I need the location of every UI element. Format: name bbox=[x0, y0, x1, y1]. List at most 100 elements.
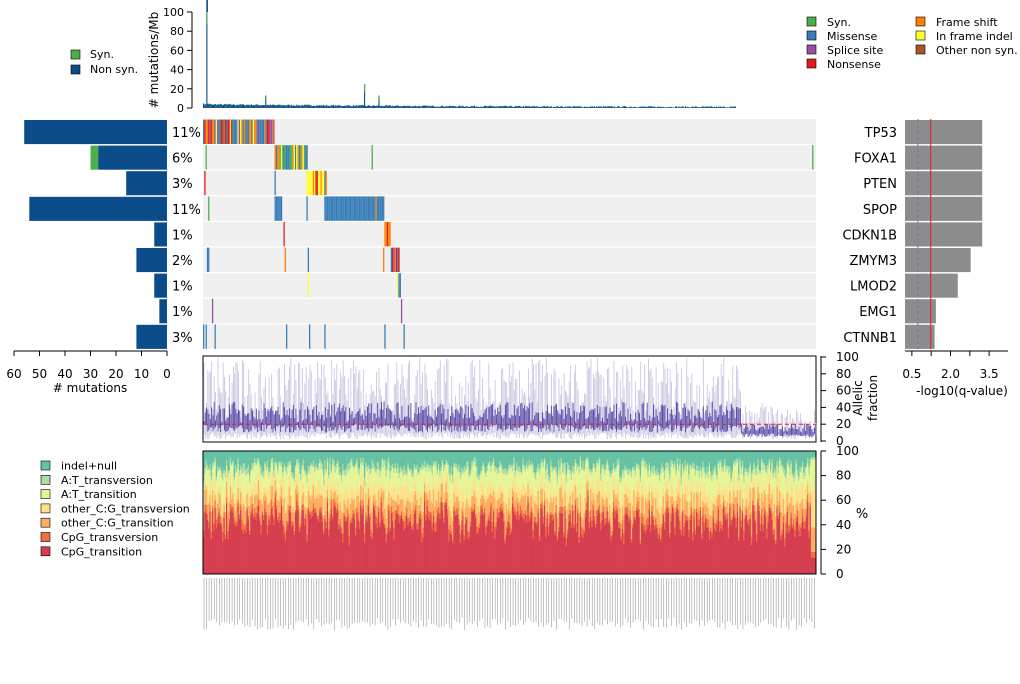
mutation-cell bbox=[227, 119, 229, 144]
mutation-cell bbox=[280, 145, 283, 170]
spectrum-segment bbox=[568, 451, 570, 466]
mutation-rate-bar bbox=[379, 106, 381, 108]
spectrum-segment bbox=[561, 498, 564, 507]
mutation-rate-bar bbox=[306, 104, 308, 108]
spectrum-segment bbox=[528, 451, 531, 461]
spectrum-segment bbox=[236, 451, 238, 469]
spectrum-segment bbox=[420, 518, 422, 574]
spectrum-segment bbox=[358, 475, 361, 490]
spectrum-segment bbox=[352, 509, 354, 515]
spectrum-segment bbox=[427, 499, 430, 511]
mutation-rate-bar bbox=[493, 106, 496, 108]
spectrum-segment bbox=[268, 503, 270, 515]
spectrum-segment bbox=[588, 528, 591, 574]
mutation-rate-bar bbox=[659, 106, 661, 108]
qvalue-bar-cdkn1b bbox=[905, 222, 983, 247]
spectrum-segment bbox=[574, 451, 577, 460]
spectrum-segment bbox=[529, 497, 532, 512]
spectrum-segment bbox=[333, 487, 335, 493]
spectrum-segment bbox=[639, 543, 642, 574]
spectrum-segment bbox=[641, 466, 643, 486]
spectrum-segment bbox=[532, 491, 535, 513]
spectrum-segment bbox=[572, 472, 574, 484]
spectrum-segment bbox=[615, 510, 618, 574]
spectrum-segment bbox=[375, 499, 377, 516]
mutation-cell bbox=[403, 324, 405, 349]
spectrum-segment bbox=[228, 469, 231, 474]
spectrum-segment bbox=[692, 532, 694, 541]
spectrum-segment bbox=[208, 491, 210, 504]
spectrum-segment bbox=[634, 469, 637, 476]
spectrum-segment bbox=[657, 490, 660, 512]
mutation-cell bbox=[211, 119, 214, 144]
spectrum-segment bbox=[537, 470, 540, 486]
spectrum-segment bbox=[377, 511, 380, 574]
spectrum-segment bbox=[286, 451, 288, 467]
spectrum-segment bbox=[661, 451, 664, 463]
spectrum-segment bbox=[289, 512, 292, 574]
mutation-cell bbox=[398, 247, 400, 272]
spectrum-segment bbox=[325, 521, 328, 528]
spectrum-segment bbox=[495, 469, 498, 493]
gene-count-bar-lmod2 bbox=[154, 273, 167, 298]
spectrum-segment bbox=[408, 493, 411, 502]
spectrum-segment bbox=[606, 497, 609, 508]
spectrum-segment bbox=[606, 482, 609, 498]
spectrum-segment bbox=[450, 493, 453, 518]
spectrum-segment bbox=[597, 465, 600, 481]
spectrum-segment bbox=[353, 466, 356, 470]
spectrum-segment bbox=[666, 468, 669, 480]
spectrum-segment bbox=[695, 470, 698, 484]
spectrum-segment bbox=[366, 521, 369, 574]
legend-in-frame-indel-label: In frame indel bbox=[936, 30, 1013, 43]
mutation-rate-bar bbox=[278, 104, 280, 108]
spectrum-segment bbox=[533, 451, 536, 473]
spectrum-segment bbox=[238, 489, 241, 504]
spectrum-segment bbox=[427, 517, 430, 574]
mutation-rate-bar bbox=[566, 107, 568, 108]
mutation-cell bbox=[289, 145, 292, 170]
spectrum-segment bbox=[522, 451, 524, 460]
spectrum-segment bbox=[689, 464, 692, 467]
spectrum-segment bbox=[642, 460, 644, 480]
spectrum-segment bbox=[538, 501, 541, 518]
spectrum-segment bbox=[681, 512, 684, 574]
spectrum-segment bbox=[681, 509, 684, 513]
spectrum-segment bbox=[342, 512, 344, 534]
spectrum-segment bbox=[372, 468, 375, 486]
mutation-rate-bar bbox=[503, 105, 506, 108]
spectrum-segment bbox=[505, 534, 508, 574]
spectrum-segment bbox=[335, 468, 338, 489]
spectrum-segment bbox=[467, 496, 469, 505]
spectrum-segment bbox=[508, 451, 510, 466]
spectrum-segment bbox=[413, 513, 416, 574]
mutation-rate-bar bbox=[610, 106, 612, 108]
spectrum-segment bbox=[692, 451, 694, 463]
spectrum-segment bbox=[365, 462, 367, 468]
spectrum-segment bbox=[520, 495, 523, 510]
mutation-rate-bar bbox=[698, 106, 700, 108]
spectrum-segment bbox=[358, 502, 361, 522]
spectrum-segment bbox=[546, 498, 549, 512]
spectrum-segment bbox=[648, 451, 651, 463]
spectrum-segment bbox=[374, 505, 376, 511]
spectrum-segment bbox=[437, 479, 440, 491]
spectrum-segment bbox=[367, 475, 370, 489]
spectrum-segment bbox=[464, 523, 467, 574]
spectrum-segment bbox=[431, 522, 434, 531]
spectrum-segment bbox=[635, 451, 638, 464]
mutation-rate-bar bbox=[447, 106, 449, 108]
spectrum-segment bbox=[651, 487, 653, 492]
spectrum-segment bbox=[234, 498, 237, 510]
spectrum-segment bbox=[206, 504, 209, 514]
spectrum-segment bbox=[238, 514, 241, 519]
mutation-rate-bar bbox=[614, 107, 617, 108]
spectrum-segment bbox=[294, 509, 297, 513]
mutation-rate-bar bbox=[485, 105, 487, 108]
spectrum-segment bbox=[300, 523, 302, 528]
spectrum-segment bbox=[651, 472, 653, 488]
spectrum-segment bbox=[319, 459, 321, 463]
mutation-rate-bar bbox=[621, 107, 623, 108]
spectrum-segment bbox=[615, 498, 618, 506]
spectrum-segment bbox=[472, 465, 475, 484]
